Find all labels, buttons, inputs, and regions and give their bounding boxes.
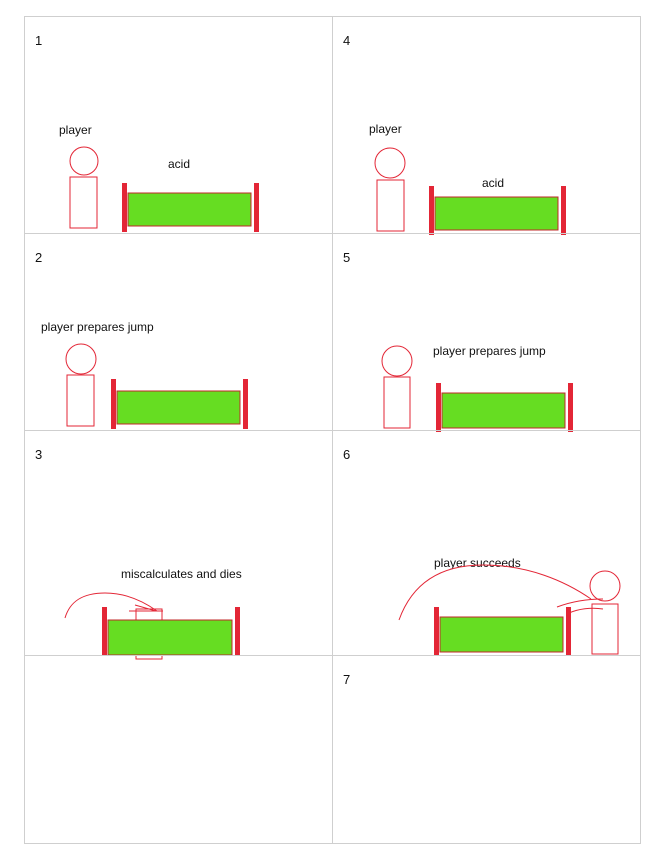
player-label: player: [59, 123, 92, 137]
panel-number: 4: [343, 33, 351, 48]
landing-scribble: [556, 598, 604, 614]
right-wall: [235, 607, 240, 656]
panel-1: 1 player acid: [24, 16, 333, 234]
panel-7: 7: [332, 655, 641, 844]
panel-empty: [24, 655, 333, 844]
caption-label: miscalculates and dies: [121, 567, 242, 581]
player-body: [69, 176, 98, 229]
player-head: [374, 147, 406, 179]
left-wall: [436, 383, 441, 432]
panel-3: 3 miscalculates and dies: [24, 430, 333, 660]
panel-4-drawing: [374, 147, 566, 235]
caption-label: player prepares jump: [433, 344, 546, 358]
panel-number: 3: [35, 447, 43, 462]
acid-label: acid: [168, 157, 191, 171]
right-wall: [566, 607, 571, 656]
right-wall: [561, 186, 566, 235]
player-head: [589, 570, 621, 602]
panel-number: 2: [35, 250, 43, 265]
jump-arc: [398, 564, 592, 621]
player-head: [381, 345, 413, 377]
left-wall: [434, 607, 439, 656]
player-head: [65, 343, 97, 375]
panel-number: 6: [343, 447, 351, 462]
player-body: [376, 179, 405, 232]
right-wall: [254, 183, 259, 232]
panel-1-drawing: [69, 146, 259, 232]
panel-number: 7: [343, 672, 351, 687]
panel-number: 5: [343, 250, 351, 265]
caption-label: player succeeds: [434, 556, 521, 570]
panel-6: 6 player succeeds: [332, 430, 641, 656]
left-wall: [102, 607, 107, 656]
right-wall: [243, 379, 248, 429]
player-body: [591, 603, 619, 655]
jump-arc: [64, 592, 158, 619]
panel-6-drawing: [398, 564, 621, 656]
acid-pool: [107, 619, 233, 656]
left-wall: [122, 183, 127, 232]
acid-pool: [434, 196, 559, 231]
panel-3-drawing: [64, 592, 240, 660]
storyboard-grid: 1 player acid 4 player acid 2 player pre…: [24, 16, 641, 844]
panel-4: 4 player acid: [332, 16, 641, 235]
acid-pool: [439, 616, 564, 653]
player-body: [66, 374, 95, 427]
acid-pool: [127, 192, 252, 227]
panel-5: 5 player prepares jump: [332, 233, 641, 432]
landing-scribble: [129, 604, 163, 612]
player-label: player: [369, 122, 402, 136]
panel-5-drawing: [381, 345, 573, 432]
left-wall: [429, 186, 434, 235]
acid-pool: [441, 392, 566, 429]
panel-2-drawing: [65, 343, 248, 429]
acid-pool: [116, 390, 241, 425]
acid-label: acid: [482, 176, 505, 190]
right-wall: [568, 383, 573, 432]
panel-2: 2 player prepares jump: [24, 233, 333, 431]
player-head: [69, 146, 99, 176]
panel-number: 1: [35, 33, 43, 48]
player-body: [383, 376, 411, 429]
left-wall: [111, 379, 116, 429]
caption-label: player prepares jump: [41, 320, 154, 334]
